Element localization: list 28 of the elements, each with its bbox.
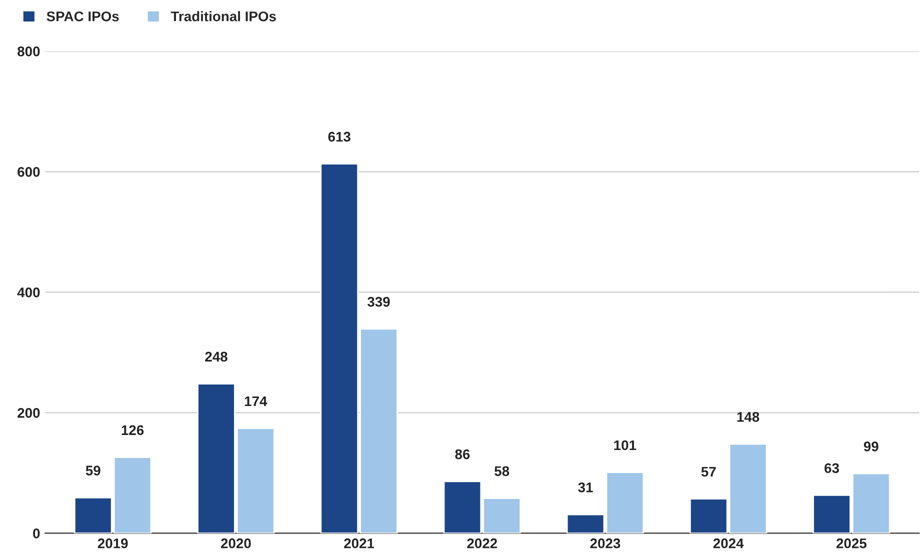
data-label: 86 [455,449,470,460]
data-label: 613 [328,132,350,142]
y-tick-label: 600 [18,167,40,177]
x-tick-label: 2024 [713,538,744,548]
x-tick-label: 2019 [98,538,128,548]
x-tick-label: 2023 [590,538,620,548]
y-tick-label: 200 [18,408,40,418]
data-label: 248 [205,352,228,362]
data-label: 99 [864,442,878,452]
data-label: 126 [122,425,144,436]
data-label: 101 [614,440,636,450]
y-tick-label: 0 [33,528,40,538]
y-tick-label: 800 [18,46,40,56]
data-label: 58 [494,466,510,476]
data-label: 148 [737,412,760,422]
data-label: 31 [578,482,593,492]
y-tick-label: 400 [17,288,40,298]
data-label: 63 [824,463,839,474]
data-label: 174 [244,396,268,406]
x-tick-label: 2021 [344,538,374,548]
data-label: 57 [701,466,716,477]
legend-label: SPAC IPOs [46,11,119,22]
x-tick-label: 2020 [220,538,251,548]
legend-label: Traditional IPOs [170,11,276,22]
x-tick-label: 2022 [467,538,498,548]
data-label: 339 [367,296,390,307]
data-label: 59 [86,466,100,476]
x-tick-label: 2025 [836,538,867,548]
